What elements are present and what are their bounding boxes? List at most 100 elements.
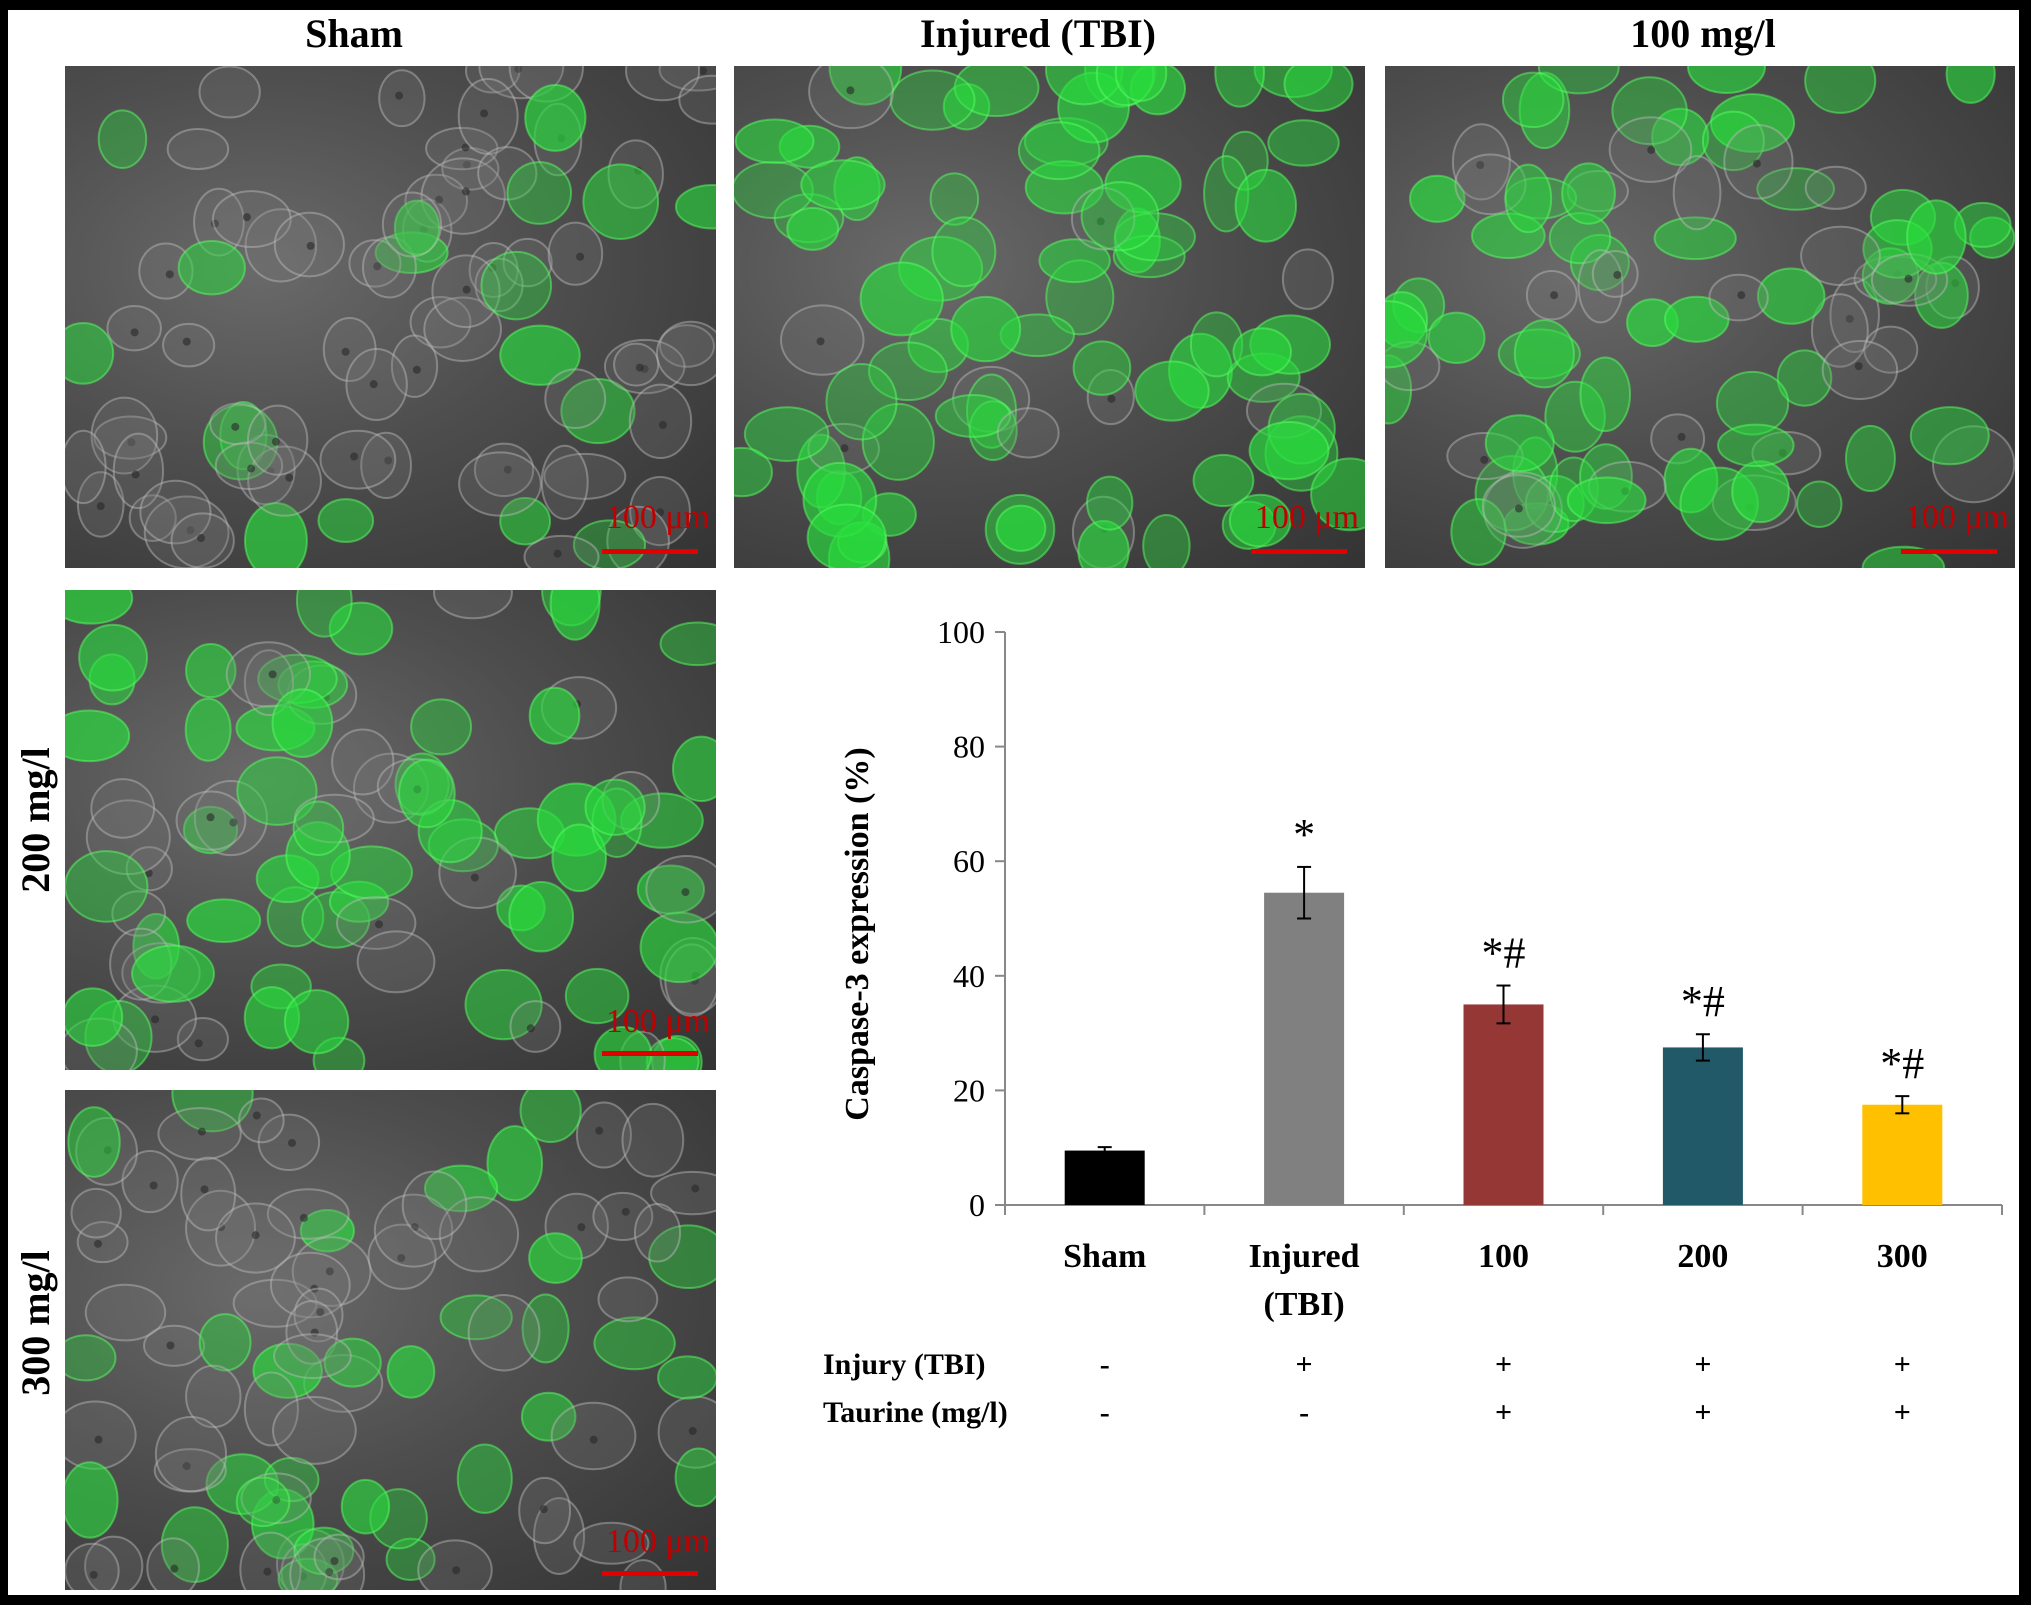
cell: [319, 429, 397, 490]
cell: [106, 305, 162, 352]
cell-nucleolus: [197, 534, 206, 543]
significance-label: *: [1293, 810, 1315, 859]
cell: [166, 128, 230, 171]
cell-nucleolus: [1476, 161, 1485, 170]
stained-cell: [480, 250, 553, 321]
stained-cell: [1518, 71, 1571, 150]
cell-nucleolus: [310, 1284, 319, 1293]
cell: [544, 368, 607, 430]
cell-nucleolus: [149, 1181, 158, 1190]
significance-label: *#: [1681, 977, 1725, 1026]
stained-cell: [671, 735, 716, 803]
stained-cell: [1232, 327, 1293, 377]
scale-bar: [602, 1571, 698, 1576]
cell-nucleolus: [330, 1556, 339, 1565]
stained-cell: [1080, 181, 1160, 252]
cell-nucleolus: [206, 813, 215, 822]
error-bar: [1895, 1095, 1910, 1115]
cell-nucleolus: [681, 888, 690, 897]
stained-cell: [1756, 167, 1835, 211]
cell-nucleolus: [94, 1435, 103, 1444]
cell: [423, 296, 502, 362]
cell-nucleolus: [166, 1341, 175, 1350]
table-row-label-injury: Injury (TBI): [823, 1348, 986, 1381]
cell: [232, 1278, 318, 1328]
stained-cell: [1731, 460, 1790, 524]
cell-nucleolus: [373, 262, 382, 271]
cell-nucleolus: [395, 91, 404, 100]
cell-nucleolus: [242, 213, 251, 222]
cell: [509, 1000, 562, 1053]
stained-cell: [1566, 476, 1647, 525]
cell: [154, 1416, 228, 1493]
cell: [360, 431, 412, 500]
stained-cell: [1579, 356, 1632, 433]
cell: [1800, 225, 1881, 287]
cell: [70, 1187, 122, 1239]
table-cell: +: [1893, 1348, 1911, 1381]
panel-title-sham: Sham: [305, 11, 403, 56]
cell: [211, 190, 292, 248]
cell: [523, 534, 600, 568]
stained-cell: [398, 758, 456, 829]
error-bar: [1496, 984, 1511, 1025]
stained-cell: [1248, 420, 1330, 481]
stained-cell: [1310, 457, 1365, 532]
scale-bar-label: 100 μm: [605, 499, 710, 536]
y-tick-label: 40: [953, 958, 985, 994]
cell: [502, 237, 553, 288]
cell: [457, 78, 519, 155]
cell: [621, 1102, 685, 1178]
cell-nucleolus: [266, 467, 275, 476]
stained-cell: [1804, 66, 1877, 114]
stained-cell: [800, 159, 886, 211]
cell-texture: [65, 590, 716, 1070]
bar-100: [1463, 1004, 1544, 1205]
cell-nucleolus: [1550, 291, 1559, 300]
cell-nucleolus: [553, 549, 562, 558]
stained-cell: [1906, 199, 1967, 275]
bar-200: [1662, 1047, 1743, 1205]
cell-nucleolus: [211, 219, 220, 228]
table-cell: +: [1893, 1396, 1911, 1429]
scale-bar: [602, 549, 698, 554]
cell-nucleolus: [1107, 394, 1116, 403]
cell-nucleolus: [452, 1566, 461, 1575]
cell-nucleolus: [1613, 270, 1622, 279]
x-tick-label: Sham: [1063, 1238, 1146, 1275]
stained-cell: [734, 446, 773, 498]
cell: [547, 221, 604, 286]
stained-cell: [299, 1208, 355, 1253]
cell-nucleolus: [165, 270, 174, 279]
y-tick-label: 60: [953, 843, 985, 879]
cell-nucleolus: [231, 422, 240, 431]
cell: [655, 320, 716, 387]
cell: [198, 66, 261, 119]
cell: [996, 407, 1060, 459]
cell: [1821, 340, 1899, 400]
cell-nucleolus: [1514, 504, 1523, 513]
cell: [1932, 425, 2015, 504]
cell-texture: [1385, 66, 2015, 568]
stained-cell: [1450, 498, 1507, 566]
cell-nucleolus: [1854, 362, 1863, 371]
stained-cell: [1717, 423, 1795, 468]
stained-cell: [283, 989, 350, 1055]
cell-nucleolus: [539, 1505, 548, 1514]
y-tick-label: 20: [953, 1072, 985, 1108]
stained-cell: [184, 697, 232, 762]
cell: [592, 1191, 654, 1242]
stained-cell: [1409, 174, 1466, 223]
y-axis-label: Caspase-3 expression (%): [839, 747, 876, 1120]
stained-cell: [520, 1391, 577, 1442]
cell-nucleolus: [182, 1462, 191, 1471]
stained-cell: [205, 1453, 280, 1515]
cell-nucleolus: [144, 869, 153, 878]
stained-cell: [508, 881, 575, 953]
scale-bar-label: 100 μm: [1904, 499, 2009, 536]
cell-nucleolus: [285, 473, 294, 482]
stained-cell: [65, 1461, 119, 1539]
cell-nucleolus: [1752, 159, 1761, 168]
cell: [180, 1156, 237, 1232]
cell-nucleolus: [217, 1223, 226, 1232]
